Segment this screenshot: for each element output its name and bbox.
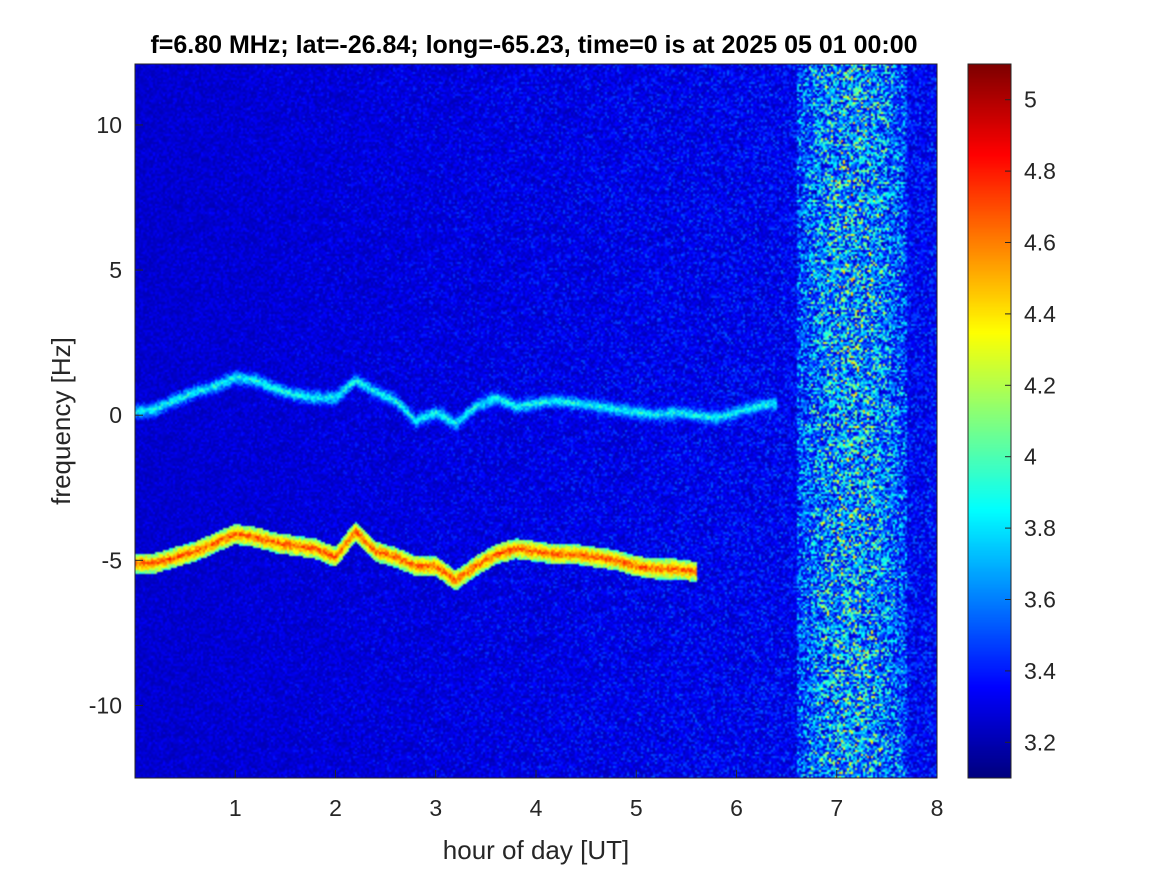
y-axis: 10 5 0 -5 -10	[89, 112, 143, 718]
x-tick-label: 6	[730, 795, 743, 821]
x-axis-label: hour of day [UT]	[443, 835, 629, 865]
x-tick-label: 8	[931, 795, 944, 821]
x-tick-label: 5	[630, 795, 643, 821]
x-tick-label: 7	[830, 795, 843, 821]
heatmap-image	[135, 64, 937, 778]
colorbar-tick-label: 3.8	[1024, 515, 1056, 541]
x-tick-label: 3	[429, 795, 442, 821]
colorbar-tick-label: 4.4	[1024, 301, 1056, 327]
y-tick-label: 10	[96, 112, 122, 138]
x-axis: 1 2 3 4 5 6 7 8	[229, 770, 944, 821]
x-tick-label: 4	[530, 795, 543, 821]
x-tick-label: 1	[229, 795, 242, 821]
y-tick-label: -10	[89, 692, 122, 718]
colorbar-tick-label: 4.2	[1024, 372, 1056, 398]
colorbar-tick-label: 4	[1024, 444, 1037, 470]
x-tick-label: 2	[329, 795, 342, 821]
y-axis-label: frequency [Hz]	[46, 337, 76, 505]
colorbar-ticks: 5 4.8 4.6 4.4 4.2 4 3.8 3.6 3.4 3.2	[1005, 87, 1056, 755]
chart-title: f=6.80 MHz; lat=-26.84; long=-65.23, tim…	[150, 31, 917, 59]
colorbar-gradient	[968, 64, 1011, 778]
colorbar-frame	[967, 63, 1012, 779]
y-tick-label: -5	[102, 547, 122, 573]
colorbar: 5 4.8 4.6 4.4 4.2 4 3.8 3.6 3.4 3.2	[967, 63, 1056, 779]
colorbar-tick-label: 4.6	[1024, 230, 1056, 256]
plot-area	[134, 63, 938, 779]
colorbar-tick-label: 3.4	[1024, 658, 1056, 684]
y-tick-label: 0	[109, 402, 122, 428]
colorbar-tick-label: 3.6	[1024, 587, 1056, 613]
colorbar-tick-label: 3.2	[1024, 729, 1056, 755]
y-tick-label: 5	[109, 257, 122, 283]
colorbar-tick-label: 5	[1024, 87, 1037, 113]
colorbar-tick-label: 4.8	[1024, 158, 1056, 184]
